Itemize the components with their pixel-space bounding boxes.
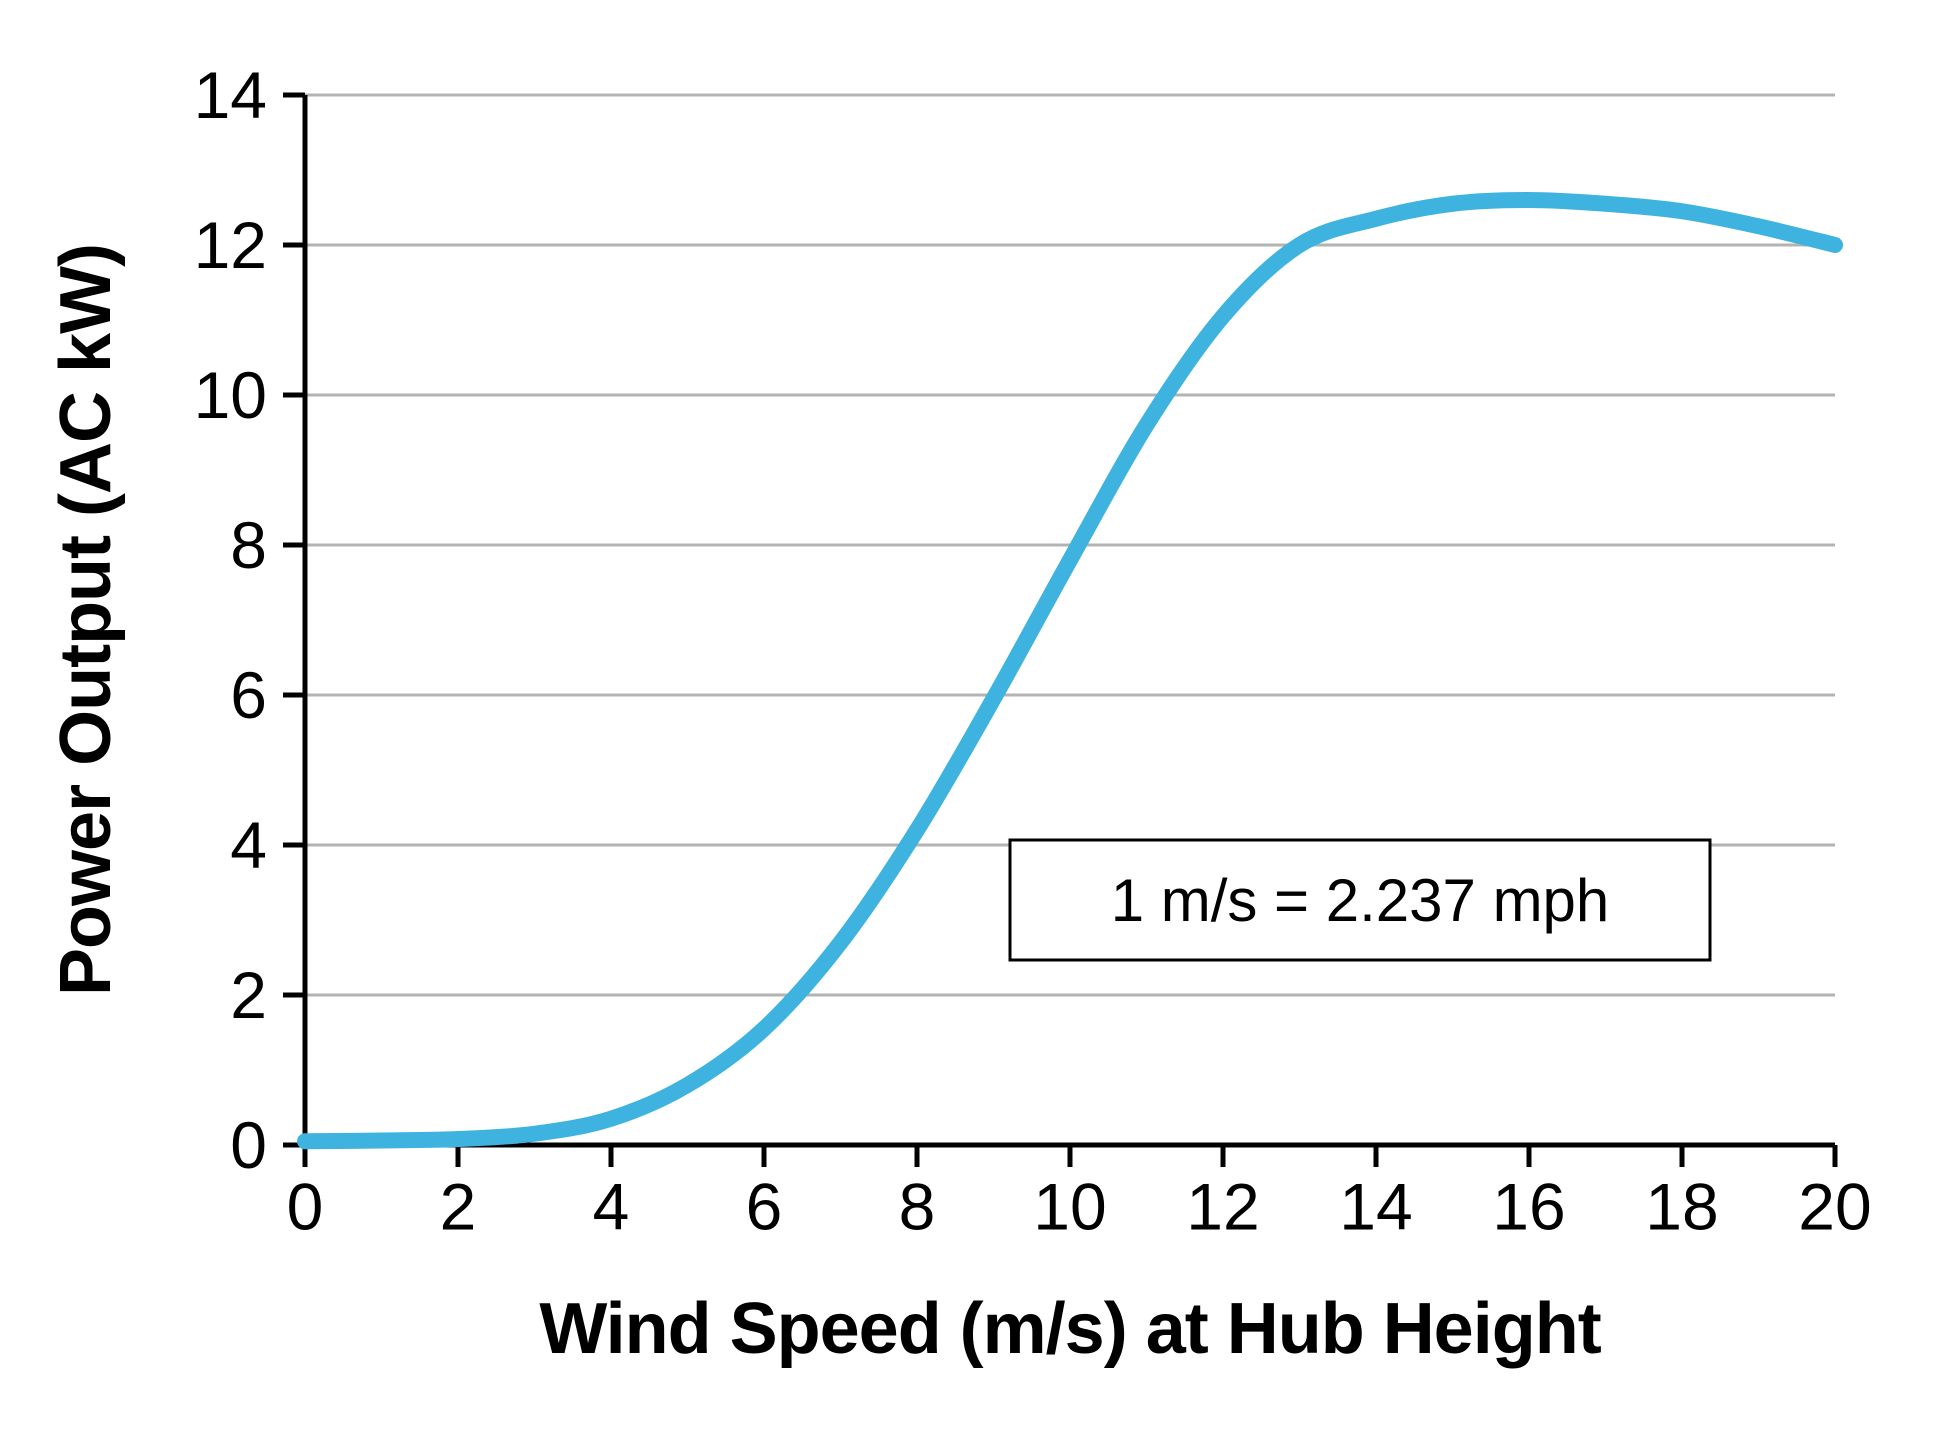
y-tick-label: 0 bbox=[230, 1108, 267, 1182]
x-tick-label: 20 bbox=[1798, 1170, 1871, 1244]
x-tick-label: 4 bbox=[593, 1170, 630, 1244]
x-tick-label: 0 bbox=[287, 1170, 324, 1244]
x-axis-title: Wind Speed (m/s) at Hub Height bbox=[539, 1289, 1601, 1369]
x-tick-label: 10 bbox=[1033, 1170, 1106, 1244]
y-tick-label: 10 bbox=[194, 358, 267, 432]
y-tick-label: 4 bbox=[230, 808, 267, 882]
x-tick-label: 8 bbox=[899, 1170, 936, 1244]
y-tick-label: 2 bbox=[230, 958, 267, 1032]
annotation-text: 1 m/s = 2.237 mph bbox=[1111, 867, 1610, 934]
y-tick-label: 8 bbox=[230, 508, 267, 582]
y-axis-title: Power Output (AC kW) bbox=[46, 244, 126, 996]
power-curve-chart: 0 2 4 6 8 10 12 14 16 18 20 0 2 4 6 8 10 12 14 1 m/s = 2.23… bbox=[0, 0, 1950, 1449]
y-tick-label: 12 bbox=[194, 208, 267, 282]
y-tick-label: 6 bbox=[230, 658, 267, 732]
x-tick-label: 16 bbox=[1492, 1170, 1565, 1244]
x-tick-label: 18 bbox=[1645, 1170, 1718, 1244]
x-tick-label: 6 bbox=[746, 1170, 783, 1244]
x-tick-label: 2 bbox=[440, 1170, 477, 1244]
chart-svg: 0 2 4 6 8 10 12 14 16 18 20 0 2 4 6 8 10 12 14 1 m/s = 2.23… bbox=[0, 0, 1950, 1449]
x-tick-label: 14 bbox=[1339, 1170, 1412, 1244]
y-tick-label: 14 bbox=[194, 58, 267, 132]
x-tick-label: 12 bbox=[1186, 1170, 1259, 1244]
